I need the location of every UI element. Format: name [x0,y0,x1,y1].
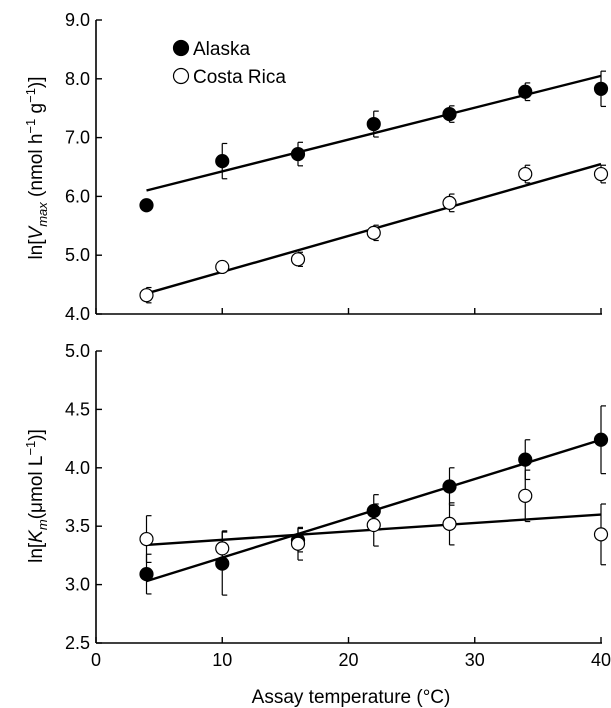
costa-rica-point [518,488,533,503]
ylabel-km-suffix: )] [26,429,47,441]
ylabel-vmax-sub: max [35,202,50,227]
ylabel-km-exp1: −1 [23,441,38,456]
ylabel-km-unit-open: (μmol L [26,456,47,520]
costa-rica-point [366,225,381,240]
alaska-point [593,81,609,96]
costa-rica-point [442,195,457,210]
y-tick-label: 6.0 [65,186,90,206]
alaska-point [139,566,154,582]
alaska-point [366,116,381,132]
alaska-point [518,84,533,99]
y-tick-label: 5.0 [65,341,90,361]
alaska-point [593,432,609,447]
legend: Alaska Costa Rica [172,39,286,88]
alaska-point [442,479,457,494]
x-tick-label: 30 [465,650,485,670]
x-tick-label: 40 [591,650,611,670]
y-tick-label: 5.0 [65,245,90,265]
costa-rica-point [139,531,154,547]
y-tick-label: 2.5 [65,633,90,653]
y-axis-label-km: ln[Km(μmol L−1)] [23,429,50,563]
costa-rica-point [215,541,230,556]
costa-rica-point [442,516,457,531]
y-axis-label-vmax: ln[Vmax (nmol h−1 g−1)] [23,76,50,259]
alaska-point [139,198,154,213]
legend-marker-costa-rica [172,67,190,85]
ylabel-vmax-exp2: −1 [23,88,38,103]
ylabel-km-prefix: ln[ [26,542,47,563]
legend-label-costa-rica: Costa Rica [193,67,286,88]
y-tick-label: 4.5 [65,399,90,419]
alaska-point [442,106,457,122]
y-tick-label: 3.5 [65,516,90,536]
vmax-panel: 4.0 5.0 6.0 7.0 8.0 9.0 [65,10,609,324]
costa-rica-point [366,517,381,533]
x-axis-label: Assay temperature (°C) [252,687,451,708]
costa-rica-point [215,259,230,275]
ylabel-vmax-unit-mid: g [26,103,47,119]
ylabel-vmax-exp1: −1 [23,119,38,134]
costa-rica-point [139,288,154,303]
y-tick-label: 8.0 [65,69,90,89]
costa-rica-point [290,252,306,267]
y-tick-label: 3.0 [65,575,90,595]
ylabel-vmax-suffix: )] [26,76,47,88]
costa-rica-point [593,527,609,542]
alaska-point [290,146,306,162]
ylabel-km-sub: m [35,519,50,530]
y-tick-label: 4.0 [65,458,90,478]
x-tick-label: 20 [338,650,358,670]
legend-label-alaska: Alaska [193,39,250,60]
alaska-point [215,154,230,169]
x-tick-label: 10 [212,650,232,670]
alaska-point [518,452,533,467]
km-panel: 2.5 3.0 3.5 4.0 4.5 5.0 0 10 20 30 40 [65,341,611,670]
y-tick-label: 4.0 [65,304,90,324]
y-tick-label: 9.0 [65,10,90,30]
ylabel-vmax-var: V [26,224,47,239]
x-tick-label: 0 [91,650,101,670]
legend-marker-alaska [172,39,190,57]
costa-rica-point [518,166,533,182]
ylabel-vmax-unit-open: (nmol h [26,134,47,203]
ylabel-km-var: K [26,529,47,543]
y-tick-label: 7.0 [65,128,90,148]
ylabel-vmax-prefix: ln[ [26,239,47,260]
costa-rica-point [290,536,306,551]
costa-rica-point [593,166,609,182]
